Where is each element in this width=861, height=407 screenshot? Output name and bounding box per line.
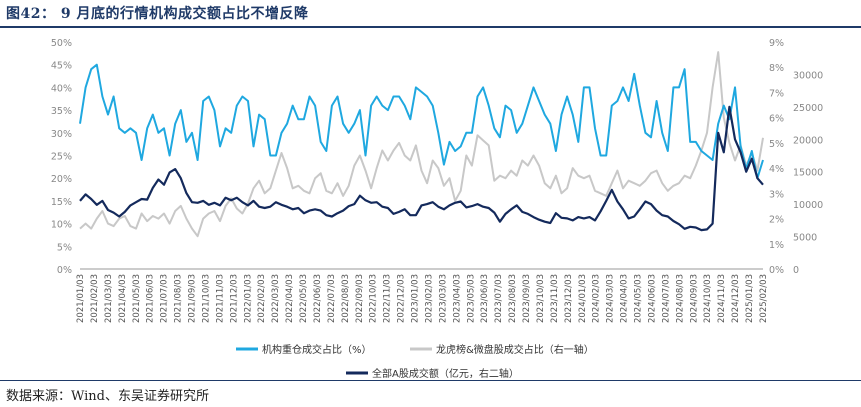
x-tick-label: 2021/08/03 xyxy=(174,274,184,323)
y-left-tick-label: 35% xyxy=(51,106,72,117)
x-tick-label: 2025/01/03 xyxy=(745,274,755,323)
x-tick-label: 2024/01/03 xyxy=(578,274,588,323)
y-right2-tick-label: 15000 xyxy=(793,168,823,179)
y-right2-tick-label: 10000 xyxy=(793,200,823,211)
y-right1-tick-label: 7% xyxy=(769,88,784,99)
x-tick-label: 2023/02/03 xyxy=(424,274,434,323)
y-left-tick-label: 50% xyxy=(51,38,72,49)
y-right2-tick-label: 20000 xyxy=(793,135,823,146)
y-right1-tick-label: 1% xyxy=(769,240,784,251)
x-tick-label: 2025/02/03 xyxy=(759,274,769,323)
legend-label: 机构重仓成交占比（%） xyxy=(262,343,372,356)
x-tick-label: 2024/02/03 xyxy=(592,274,602,323)
y-left-tick-label: 45% xyxy=(51,61,72,72)
bottom-rule xyxy=(0,380,861,381)
x-tick-label: 2021/11/03 xyxy=(215,274,225,323)
x-axis: 2021/01/03 2021/02/03 2021/03/03 2021/04/03… xyxy=(76,268,769,323)
x-tick-label: 2021/03/03 xyxy=(104,274,114,323)
y-left-tick-label: 40% xyxy=(51,83,72,94)
line-chart: 50% 45% 40% 35% 30% 25% 20% 15% 10% 5% 0% 9% 8% 7% 6%… xyxy=(51,38,823,380)
y-left-tick-label: 20% xyxy=(51,174,72,185)
x-tick-label: 2023/08/03 xyxy=(508,274,518,323)
y-right1-tick-label: 0% xyxy=(769,265,784,276)
y-left-tick-label: 15% xyxy=(51,197,72,208)
x-tick-label: 2022/09/03 xyxy=(355,274,365,323)
x-tick-label: 2023/05/03 xyxy=(466,274,476,323)
x-tick-label: 2022/11/03 xyxy=(383,274,393,323)
y-left-tick-label: 0% xyxy=(57,265,72,276)
y-right1-tick-label: 8% xyxy=(769,63,784,74)
y-left-tick-label: 5% xyxy=(57,242,72,253)
y-right1-tick-label: 9% xyxy=(769,38,784,49)
y-axis-left: 50% 45% 40% 35% 30% 25% 20% 15% 10% 5% 0% xyxy=(51,38,72,276)
x-tick-label: 2022/08/03 xyxy=(341,274,351,323)
x-tick-label: 2021/10/03 xyxy=(201,274,211,323)
y-right2-tick-label: 25000 xyxy=(793,103,823,114)
x-tick-label: 2021/12/03 xyxy=(229,274,239,323)
x-tick-label: 2022/10/03 xyxy=(369,274,379,323)
x-tick-label: 2022/12/03 xyxy=(397,274,407,323)
x-tick-label: 2024/06/03 xyxy=(647,274,657,323)
x-tick-label: 2022/04/03 xyxy=(285,274,295,323)
x-tick-label: 2023/03/03 xyxy=(438,274,448,323)
legend-label: 龙虎榜&微盘股成交占比（右一轴） xyxy=(436,343,594,356)
x-tick-label: 2023/11/03 xyxy=(550,274,560,323)
x-tick-label: 2024/09/03 xyxy=(689,274,699,323)
x-tick-label: 2024/07/03 xyxy=(661,274,671,323)
x-tick-label: 2024/12/03 xyxy=(731,274,741,323)
x-tick-label: 2023/07/03 xyxy=(494,274,504,323)
x-tick-label: 2021/04/03 xyxy=(118,274,128,323)
x-tick-label: 2022/02/03 xyxy=(257,274,267,323)
source-note: 数据来源：Wind、东吴证券研究所 xyxy=(6,389,209,404)
x-tick-label: 2024/10/03 xyxy=(703,274,713,323)
y-right2-tick-label: 5000 xyxy=(793,233,817,244)
y-left-tick-label: 30% xyxy=(51,129,72,140)
y-right1-tick-label: 5% xyxy=(769,139,784,150)
x-tick-label: 2021/09/03 xyxy=(188,274,198,323)
y-axis-right-1: 9% 8% 7% 6% 5% 4% 3% 2% 1% 0% xyxy=(769,38,784,276)
x-tick-label: 2022/07/03 xyxy=(327,274,337,323)
series-line-0 xyxy=(79,63,764,180)
series-line-1 xyxy=(79,51,764,238)
y-right2-tick-label: 30000 xyxy=(793,70,823,81)
figure-title: 图42： 9 月底的行情机构成交额占比不增反降 xyxy=(6,6,309,22)
title-rule xyxy=(0,26,861,28)
x-tick-label: 2023/09/03 xyxy=(522,274,532,323)
x-tick-label: 2021/02/03 xyxy=(90,274,100,323)
x-tick-label: 2024/04/03 xyxy=(620,274,630,323)
x-tick-label: 2024/05/03 xyxy=(634,274,644,323)
x-tick-label: 2023/04/03 xyxy=(452,274,462,323)
x-tick-label: 2023/01/03 xyxy=(411,274,421,323)
y-right1-tick-label: 2% xyxy=(769,215,784,226)
x-tick-label: 2024/11/03 xyxy=(717,274,727,323)
series-line-2 xyxy=(79,105,764,232)
y-left-tick-label: 25% xyxy=(51,152,72,163)
x-tick-label: 2022/01/03 xyxy=(243,274,253,323)
x-tick-label: 2022/03/03 xyxy=(271,274,281,323)
legend-label: 全部A股成交额（亿元，右二轴） xyxy=(372,367,519,380)
y-axis-right-2: 30000 25000 20000 15000 10000 5000 0 xyxy=(793,70,823,276)
series-layer xyxy=(79,51,764,238)
x-tick-label: 2021/06/03 xyxy=(146,274,156,323)
y-right1-tick-label: 4% xyxy=(769,164,784,175)
x-tick-label: 2022/06/03 xyxy=(313,274,323,323)
x-tick-label: 2021/01/03 xyxy=(76,274,86,323)
legend: 机构重仓成交占比（%） 龙虎榜&微盘股成交占比（右一轴） 全部A股成交额（亿元，右二… xyxy=(236,343,594,380)
y-right1-tick-label: 3% xyxy=(769,189,784,200)
x-tick-label: 2022/05/03 xyxy=(299,274,309,323)
x-tick-label: 2024/03/03 xyxy=(606,274,616,323)
y-right2-tick-label: 0 xyxy=(793,265,799,276)
x-tick-label: 2021/05/03 xyxy=(132,274,142,323)
x-tick-label: 2021/07/03 xyxy=(160,274,170,323)
y-right1-tick-label: 6% xyxy=(769,114,784,125)
x-tick-label: 2024/08/03 xyxy=(675,274,685,323)
y-left-tick-label: 10% xyxy=(51,220,72,231)
x-tick-label: 2023/12/03 xyxy=(564,274,574,323)
x-tick-label: 2023/06/03 xyxy=(480,274,490,323)
x-tick-label: 2023/10/03 xyxy=(536,274,546,323)
